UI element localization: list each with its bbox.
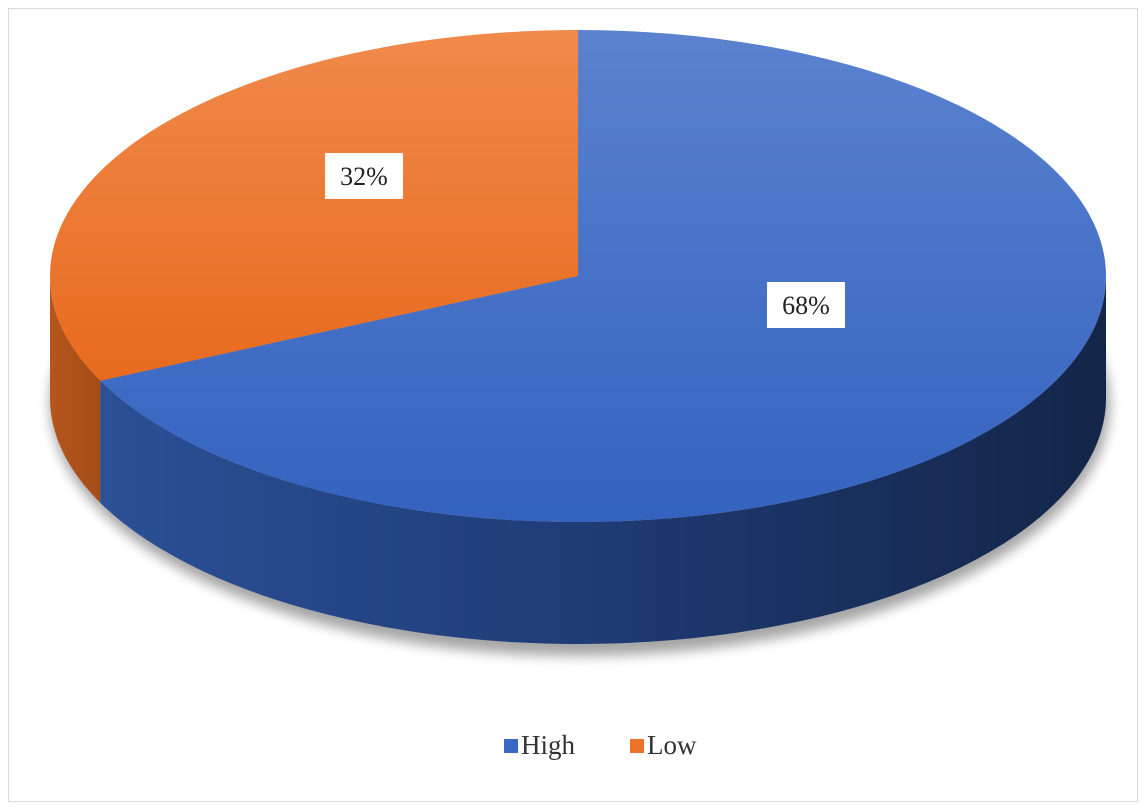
pie-slice-side-low <box>50 276 101 503</box>
legend-swatch-low <box>630 739 644 753</box>
legend-item-low: Low <box>630 730 697 760</box>
legend-label-low: Low <box>647 730 697 760</box>
data-label-text: 68% <box>782 291 830 320</box>
legend-item-high: High <box>504 730 576 760</box>
pie-slice-high <box>100 30 1107 523</box>
legend-swatch-high <box>504 739 518 753</box>
data-label-text: 32% <box>340 162 388 191</box>
data-label-high: 68% <box>767 282 845 328</box>
pie-slice-side-high <box>100 276 1106 644</box>
legend-label-high: High <box>521 730 576 760</box>
data-label-low: 32% <box>325 153 403 199</box>
pie-slice-low <box>50 30 578 381</box>
